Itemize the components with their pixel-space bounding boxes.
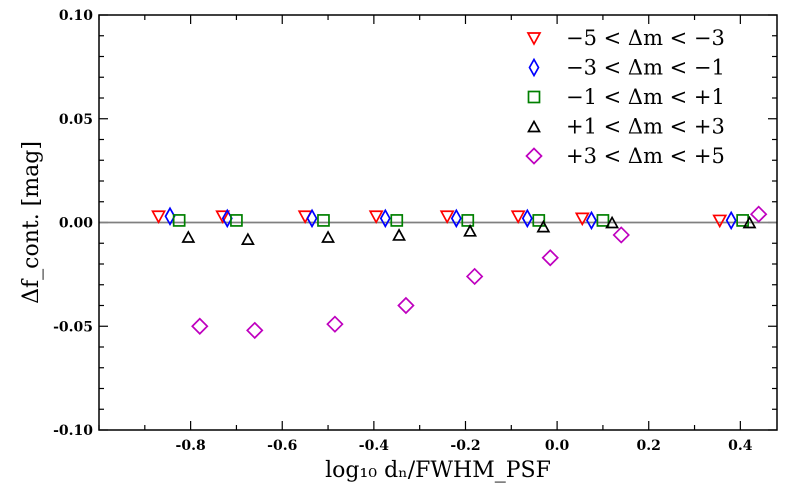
data-point	[215, 210, 231, 225]
data-point	[181, 230, 196, 243]
data-point	[463, 224, 478, 237]
data-point	[306, 208, 318, 229]
series-4	[181, 215, 757, 245]
y-tick-label: -0.05	[53, 319, 93, 335]
data-markers	[151, 205, 768, 340]
data-point	[541, 249, 559, 267]
data-point	[725, 210, 737, 231]
data-point	[392, 228, 406, 241]
legend-marker	[527, 119, 541, 133]
data-point	[450, 208, 462, 229]
legend: −5 < Δm < −3 −3 < Δm < −1 −1 < Δm < +1 +1 <…	[525, 26, 725, 168]
data-point	[191, 317, 209, 335]
series-2	[164, 206, 737, 231]
data-point	[461, 214, 475, 227]
x-tick-label: -0.8	[176, 438, 206, 454]
data-point	[749, 205, 768, 223]
y-tick-label: 0.00	[59, 216, 93, 232]
x-tick-label: -0.6	[267, 438, 297, 454]
data-point	[240, 232, 255, 245]
plot-frame	[98, 14, 778, 431]
series-5	[191, 205, 768, 340]
legend-marker	[528, 57, 540, 78]
x-tick-label: -0.2	[450, 438, 480, 454]
y-tick-label: -0.10	[53, 423, 93, 439]
legend-label: +1 < Δm < +3	[566, 115, 725, 139]
legend-label: +3 < Δm < +5	[566, 144, 725, 168]
data-point	[439, 210, 455, 225]
series-3	[172, 214, 749, 227]
data-point	[532, 214, 546, 227]
y-axis-label: Δf_cont. [mag]	[19, 141, 44, 304]
data-point	[465, 267, 484, 286]
data-point	[326, 315, 344, 333]
data-point	[521, 208, 533, 229]
series-1	[151, 210, 728, 229]
data-point	[574, 212, 590, 227]
x-tick-label: 0.2	[637, 438, 661, 454]
data-point	[151, 210, 166, 225]
data-point	[164, 206, 176, 227]
x-tick-label: 0.0	[545, 438, 570, 454]
data-point	[510, 210, 526, 225]
legend-label: −5 < Δm < −3	[566, 26, 725, 50]
data-point	[612, 226, 630, 244]
data-point	[390, 214, 404, 227]
x-tick-label: 0.4	[728, 438, 753, 454]
data-point	[321, 230, 335, 243]
legend-label: −3 < Δm < −1	[566, 56, 725, 80]
y-tick-label: 0.10	[59, 8, 93, 24]
data-point	[596, 214, 610, 227]
data-point	[172, 214, 186, 227]
legend-label: −1 < Δm < +1	[566, 85, 725, 109]
legend-marker	[525, 147, 543, 165]
data-point	[379, 208, 391, 229]
data-point	[317, 214, 330, 227]
legend-marker	[526, 32, 542, 46]
legend-marker	[527, 90, 541, 104]
data-point	[368, 210, 384, 225]
data-point	[742, 215, 757, 229]
x-axis-label: log₁₀ dₙ/FWHM_PSF	[325, 458, 551, 483]
data-point	[712, 214, 728, 229]
x-tick-label: -0.4	[359, 438, 389, 454]
data-point	[585, 210, 597, 231]
data-point	[605, 215, 620, 229]
tick-labels: -0.8 -0.6 -0.4 -0.2 0.0 0.2 0.4 -0.10 -0.05 0.00 0…	[53, 8, 753, 454]
data-point	[397, 296, 415, 315]
data-point	[246, 321, 264, 340]
y-tick-label: 0.05	[59, 112, 93, 128]
data-point	[230, 214, 243, 227]
data-point	[536, 219, 551, 233]
